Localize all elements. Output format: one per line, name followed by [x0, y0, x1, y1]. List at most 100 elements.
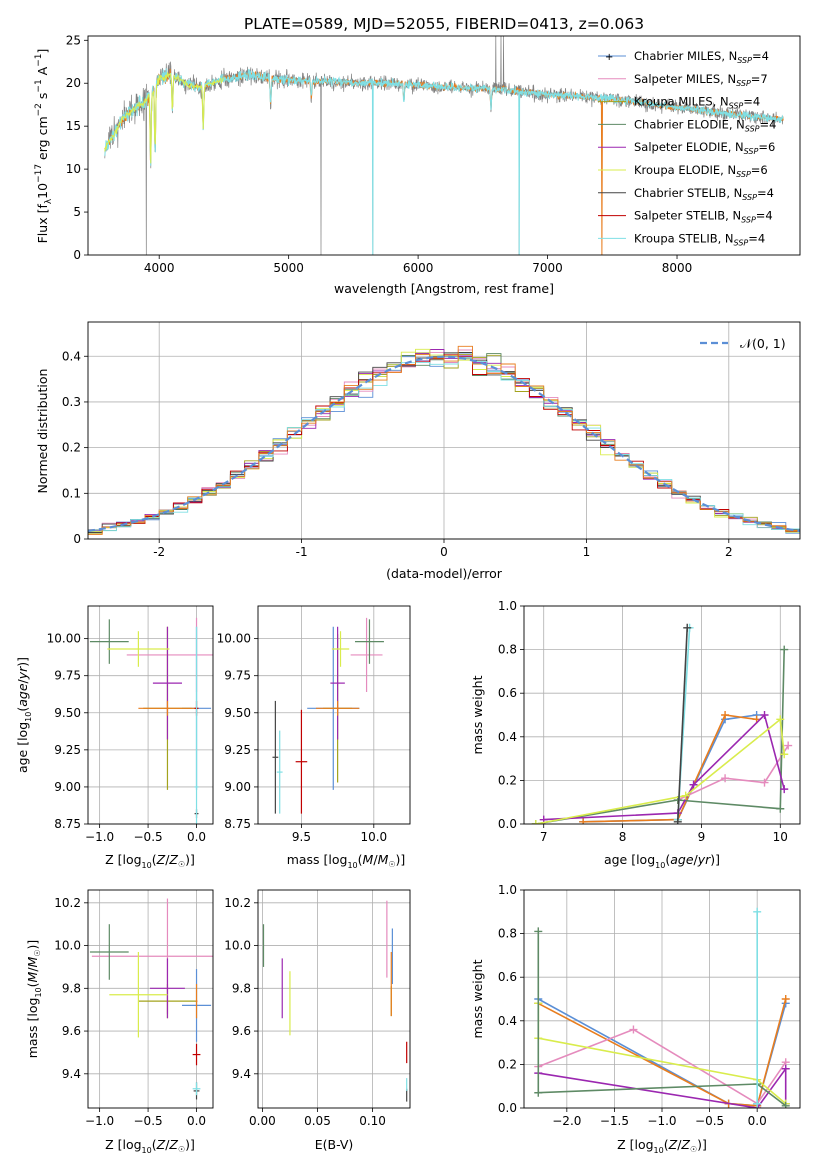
weight-marker: [760, 711, 769, 719]
y-tick-label: 0: [73, 248, 81, 262]
legend-label: Salpeter ELODIE, NSSP=6: [634, 140, 775, 156]
weight-marker: [780, 645, 789, 654]
plot-area: [88, 345, 800, 535]
weight-marker: [534, 927, 543, 936]
x-axis-label: (data-model)/error: [386, 566, 503, 581]
y-tick-label: 0.6: [498, 970, 517, 984]
weight-marker: [534, 1088, 543, 1097]
weight-line: [535, 717, 785, 824]
y-tick-label: 10.0: [54, 939, 81, 953]
axes-frame: [523, 605, 801, 825]
y-tick-label: 10: [66, 162, 81, 176]
x-tick-label: 0.10: [359, 1114, 386, 1128]
weight-marker: [781, 995, 790, 1003]
weight-marker: [753, 907, 762, 916]
weight-line: [583, 714, 757, 823]
y-tick-label: 9.00: [54, 780, 81, 794]
axes-frame: [87, 605, 214, 825]
y-tick-label: 20: [66, 76, 81, 90]
y-axis-label: Flux [fλ10−17 erg cm−2 s−1 A−1]: [34, 49, 54, 244]
y-tick-label: 5: [73, 205, 81, 219]
x-tick-label: −2.0: [552, 1114, 581, 1128]
y-tick-label: 0.8: [498, 927, 517, 941]
y-tick-label: 9.25: [54, 743, 81, 757]
legend-label: Chabrier STELIB, NSSP=4: [634, 186, 774, 202]
y-tick-label: 15: [66, 119, 81, 133]
y-tick-label: 0.3: [62, 395, 81, 409]
x-tick-label: 5000: [273, 261, 304, 275]
x-tick-label: −1.0: [85, 1114, 114, 1128]
x-tick-label: 10.0: [360, 830, 387, 844]
x-tick-label: −1.0: [85, 830, 114, 844]
weight-line: [537, 931, 787, 1107]
weight-marker: [683, 623, 692, 632]
weight-marker: [753, 1099, 762, 1108]
legend-label: Chabrier MILES, NSSP=4: [634, 49, 769, 65]
x-tick-label: −0.5: [134, 830, 163, 844]
weight-marker: [776, 715, 785, 724]
weight-marker: [681, 791, 690, 800]
weight-line: [583, 714, 757, 823]
weight-line: [535, 649, 785, 824]
axes-frame: [87, 35, 801, 256]
x-tick-label: 7000: [532, 261, 563, 275]
legend-label: Kroupa STELIB, NSSP=4: [634, 231, 765, 247]
y-tick-label: 9.6: [62, 1024, 81, 1038]
weight-line: [538, 1028, 787, 1105]
y-tick-label: 10.00: [47, 632, 81, 646]
weight-marker: [784, 741, 793, 750]
weight-marker: [760, 778, 769, 787]
weight-marker: [781, 1101, 790, 1108]
y-tick-label: 9.8: [232, 981, 251, 995]
legend-label: Kroupa ELODIE, NSSP=6: [634, 163, 768, 179]
x-tick-label: 8000: [662, 261, 693, 275]
plot-area: [262, 900, 408, 1102]
y-tick-label: 0.0: [498, 817, 517, 831]
y-tick-label: 9.6: [232, 1024, 251, 1038]
x-tick-label: −0.5: [695, 1114, 724, 1128]
plot-area: [89, 617, 213, 824]
y-tick-label: 0.0: [498, 1101, 517, 1115]
weight-marker: [776, 804, 785, 813]
x-tick-label: 0.05: [304, 1114, 331, 1128]
x-tick-label: 0.0: [187, 830, 206, 844]
weight-line: [677, 745, 789, 801]
x-tick-label: 0: [440, 545, 448, 559]
x-axis-label: mass [log10(M/M☉)]: [287, 852, 406, 870]
y-tick-label: 10.0: [224, 939, 251, 953]
x-axis-label: Z [log10(Z/Z☉)]: [105, 852, 195, 870]
y-tick-label: 9.00: [224, 780, 251, 794]
age_vs_mass-chart: 9.5 10.0 8.75 9.00 9.25 9.50 9.75 10.00 mass [lo…: [217, 605, 411, 870]
axes-frame: [87, 889, 214, 1109]
x-tick-label: 1: [583, 545, 591, 559]
y-tick-label: 0.2: [498, 1057, 517, 1071]
x-tick-label: −1.0: [647, 1114, 676, 1128]
y-tick-label: 9.75: [224, 669, 251, 683]
x-axis-label: Z [log10(Z/Z☉)]: [105, 1137, 195, 1155]
x-tick-label: −0.5: [134, 1114, 163, 1128]
weight-line: [538, 1066, 787, 1108]
figure-title: PLATE=0589, MJD=52055, FIBERID=0413, z=0…: [244, 15, 644, 33]
y-tick-label: 9.50: [54, 706, 81, 720]
y-tick-label: 10.2: [54, 896, 81, 910]
y-tick-label: 10.00: [217, 632, 251, 646]
weight_vs_age-chart: 7 8 9 10 0.0 0.2 0.4 0.6 0.8 1.0 mass weight age [l…: [470, 599, 801, 870]
axes-frame: [257, 605, 411, 825]
y-tick-label: 8.75: [224, 817, 251, 831]
y-tick-label: 0: [73, 532, 81, 546]
x-axis-label: wavelength [Angstrom, rest frame]: [334, 281, 554, 296]
mass_vs_ebv-chart: 0.00 0.05 0.10 9.4 9.6 9.8 10.0 10.2 E(B-V): [224, 889, 411, 1152]
weight-marker: [781, 1064, 790, 1073]
spectrum-chart: 4000 5000 6000 7000 8000 0 5 10 15 20 25 wavelength…: [34, 33, 801, 296]
plot-area: [534, 907, 790, 1108]
weight-line: [677, 627, 688, 822]
legend-marker: +: [605, 52, 613, 63]
x-tick-label: 0.00: [249, 1114, 276, 1128]
x-tick-label: 9.5: [292, 830, 311, 844]
x-tick-label: 0.0: [748, 1114, 767, 1128]
y-axis-label: Normed distribution: [35, 369, 50, 494]
weight_vs_Z-chart: −2.0 −1.5 −1.0 −0.5 0.0 0.0 0.2 0.4 0.6 0.8 1.0 mas…: [470, 883, 801, 1155]
x-tick-label: 10: [773, 830, 788, 844]
x-tick-label: 9: [698, 830, 706, 844]
y-tick-label: 0.2: [498, 773, 517, 787]
